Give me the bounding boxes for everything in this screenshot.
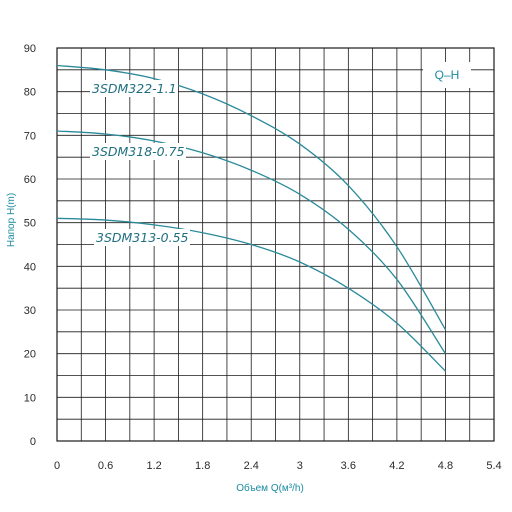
series-label-3sdm318: 3SDM318-0.75 — [92, 144, 185, 159]
y-axis-label: Напор H(m) — [6, 193, 17, 247]
y-tick-label: 40 — [24, 261, 36, 273]
y-tick-labels: 0 10 20 30 40 50 60 70 80 90 — [24, 43, 36, 448]
x-tick-label: 5.4 — [486, 460, 501, 472]
y-tick-label: 10 — [24, 392, 36, 404]
x-tick-label: 3.6 — [341, 460, 356, 472]
y-tick-label: 0 — [30, 436, 36, 448]
series-line-3sdm313-0-55 — [56, 217, 446, 372]
x-tick-label: 1.8 — [195, 460, 210, 472]
x-tick-label: 2.4 — [244, 460, 259, 472]
y-tick-label: 30 — [24, 305, 36, 317]
series-line-3sdm318-0-75 — [56, 130, 446, 355]
plot-frame — [56, 47, 495, 442]
qh-badge-text: Q–H — [435, 68, 460, 82]
series-line-3sdm322-1-1 — [56, 64, 447, 330]
x-tick-label: 0 — [54, 460, 60, 472]
x-tick-label: 1.2 — [146, 460, 161, 472]
y-tick-label: 50 — [24, 218, 36, 230]
x-tick-label: 4.2 — [389, 460, 404, 472]
y-tick-label: 70 — [24, 130, 36, 142]
x-axis-label: Объем Q(м³/h) — [236, 482, 304, 494]
series-label-3sdm313: 3SDM313-0.55 — [96, 230, 189, 245]
y-tick-label: 20 — [24, 349, 36, 361]
x-tick-label: 0.6 — [98, 460, 113, 472]
curves-group — [56, 64, 447, 372]
qh-badge: Q–H — [423, 62, 471, 88]
x-tick-label: 4.8 — [438, 460, 453, 472]
series-label-3sdm322: 3SDM322-1.1 — [92, 81, 177, 96]
x-tick-label: 3 — [297, 460, 303, 472]
curve-labels: 3SDM322-1.1 3SDM318-0.75 3SDM313-0.55 — [90, 80, 190, 246]
y-tick-label: 90 — [24, 43, 36, 55]
grid-lines — [56, 47, 495, 442]
y-tick-label: 60 — [24, 174, 36, 186]
x-tick-labels: 0 0.6 1.2 1.8 2.4 3 3.6 4.2 4.8 5.4 — [54, 460, 502, 472]
y-tick-label: 80 — [24, 87, 36, 99]
